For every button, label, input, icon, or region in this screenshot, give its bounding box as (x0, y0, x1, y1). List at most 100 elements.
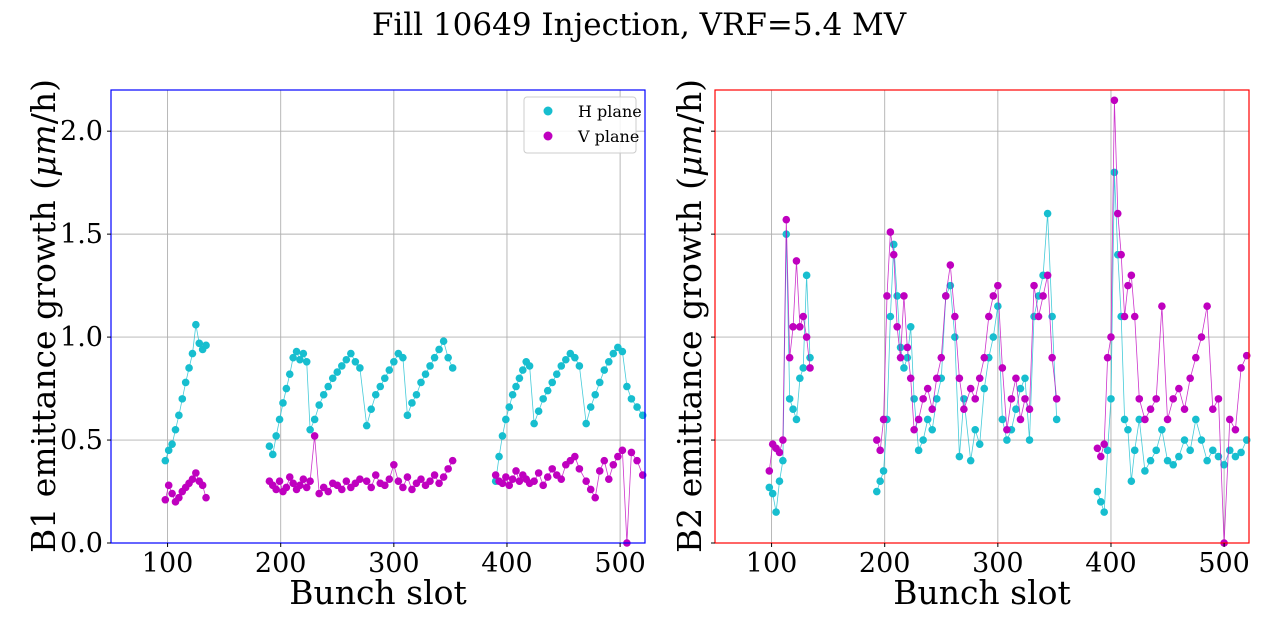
b2-v-plane-point (998, 364, 1007, 372)
b1-h-plane-point (435, 345, 443, 354)
b1-v-plane-point (356, 475, 364, 483)
b2-h-plane-point (1175, 452, 1183, 461)
b1-v-plane-point (448, 456, 457, 465)
b2-h-plane-point (989, 333, 998, 341)
b1-h-plane-point (530, 419, 538, 428)
b1-h-plane-point (296, 355, 304, 364)
b1-h-plane-point (185, 364, 193, 372)
b1-v-plane-point (285, 473, 294, 481)
b2-panel: 100 200 300 400 500 Bunch slot B2 emittance … (670, 79, 1251, 612)
b2-v-plane-point (886, 228, 895, 236)
b2-h-plane-point (1197, 436, 1206, 444)
b1-y-axis-label: B1 emittance growth (μm/h) (24, 79, 63, 553)
b1-h-plane-point (421, 370, 430, 378)
b1-v-plane-point (439, 473, 448, 481)
b2-y-axis-label: B2 emittance growth (μm/h) (670, 79, 709, 553)
b2-v-plane-point (910, 425, 918, 434)
b1-h-plane-point (505, 403, 514, 411)
b1-v-plane-point (164, 481, 173, 490)
b1-h-plane-point (356, 364, 364, 372)
b1-v-plane-point (548, 465, 557, 473)
b2-h-plane-point (928, 425, 937, 434)
b2-v-plane-point (1169, 395, 1177, 403)
b1-v-plane-point (362, 477, 371, 486)
b2-h-plane-point (994, 302, 1002, 311)
b1-h-plane-point (512, 382, 520, 391)
b1-h-plane-point (562, 355, 570, 364)
b2-v-plane-point (806, 364, 814, 372)
b1-h-plane-point (310, 415, 319, 424)
b2-v-plane-point (802, 333, 811, 341)
b2-h-plane-point (772, 508, 780, 516)
b2-h-plane-point (1093, 487, 1102, 496)
b2-v-plane-point (765, 467, 774, 475)
b1-v-plane-point (390, 460, 398, 469)
b2-v-plane-point (789, 322, 797, 331)
b1-v-plane-point (168, 489, 176, 498)
b2-h-plane-point (1052, 415, 1061, 424)
b1-axes-frame (110, 89, 646, 544)
b1-v-plane-point (508, 475, 517, 483)
b1-h-plane-point (324, 382, 333, 391)
b1-h-plane-point (582, 419, 590, 428)
b2-v-plane-point (1237, 364, 1245, 372)
b2-h-plane-point (765, 483, 774, 492)
b1-h-plane-point (164, 446, 173, 455)
b1-v-plane-point (591, 493, 600, 502)
b1-v-plane-point (627, 448, 636, 457)
b2-v-plane-point (906, 374, 915, 383)
b1-h-plane-point (175, 411, 183, 420)
b2-h-plane-point (971, 425, 980, 434)
b2-v-plane-point (994, 281, 1002, 290)
b1-y-tick-label: 0.0 (60, 528, 103, 559)
b2-v-plane-point (1117, 250, 1125, 259)
b1-h-plane-point (618, 347, 627, 356)
b2-v-plane-point (1192, 353, 1200, 362)
b2-h-plane-point (785, 395, 794, 403)
b2-h-plane-point (802, 271, 811, 280)
b1-h-plane-point (168, 440, 176, 448)
b1-v-plane-point (614, 452, 622, 461)
b1-v-plane-point (299, 475, 308, 483)
b2-x-axis-label: Bunch slot (893, 573, 1071, 612)
b1-h-plane-point (426, 362, 434, 370)
b1-v-plane-point (394, 477, 403, 486)
b1-h-plane-point (595, 378, 604, 387)
b1-h-plane-point (525, 362, 534, 370)
b2-h-plane-point (1012, 405, 1020, 413)
b2-h-plane-point (906, 322, 915, 331)
b2-v-plane-point (975, 374, 984, 383)
b1-h-plane-point (444, 353, 452, 362)
b1-h-plane-point (272, 432, 280, 440)
b2-h-plane-point (1146, 456, 1155, 465)
legend-label-v-plane: V plane (577, 127, 639, 146)
b2-v-plane-point (1021, 395, 1029, 403)
b1-h-plane-point (498, 432, 507, 440)
b1-x-tick-label: 500 (594, 548, 646, 579)
b2-h-plane-point (1237, 448, 1245, 457)
b2-h-plane-point (889, 240, 898, 249)
b2-v-plane-point (1135, 395, 1144, 403)
figure-title: Fill 10649 Injection, VRF=5.4 MV (372, 7, 907, 43)
b1-h-plane-point (319, 390, 328, 399)
b2-v-plane-point (932, 374, 941, 383)
b2-h-plane-point (914, 446, 923, 455)
b2-h-plane-point (1141, 467, 1149, 475)
b1-v-plane-point (502, 473, 510, 481)
b2-h-plane-point (886, 312, 895, 321)
b2-v-plane-point (900, 292, 908, 300)
b1-v-plane-point (595, 467, 604, 475)
b2-v-plane-point (937, 353, 946, 362)
b2-v-plane-point (903, 343, 912, 352)
b2-v-plane-point (960, 405, 968, 413)
b1-h-plane-point (519, 366, 527, 374)
b2-h-plane-point (1186, 446, 1194, 455)
b1-h-plane-point (315, 401, 323, 409)
b1-v-plane-point (609, 460, 618, 469)
b2-h-plane-point (900, 364, 908, 372)
b2-x-tick-label: 200 (859, 548, 911, 579)
b1-h-plane-point (539, 395, 547, 403)
b1-h-plane-point (448, 364, 457, 372)
b2-v-plane-point (785, 353, 794, 362)
b1-h-plane-point (408, 399, 416, 407)
